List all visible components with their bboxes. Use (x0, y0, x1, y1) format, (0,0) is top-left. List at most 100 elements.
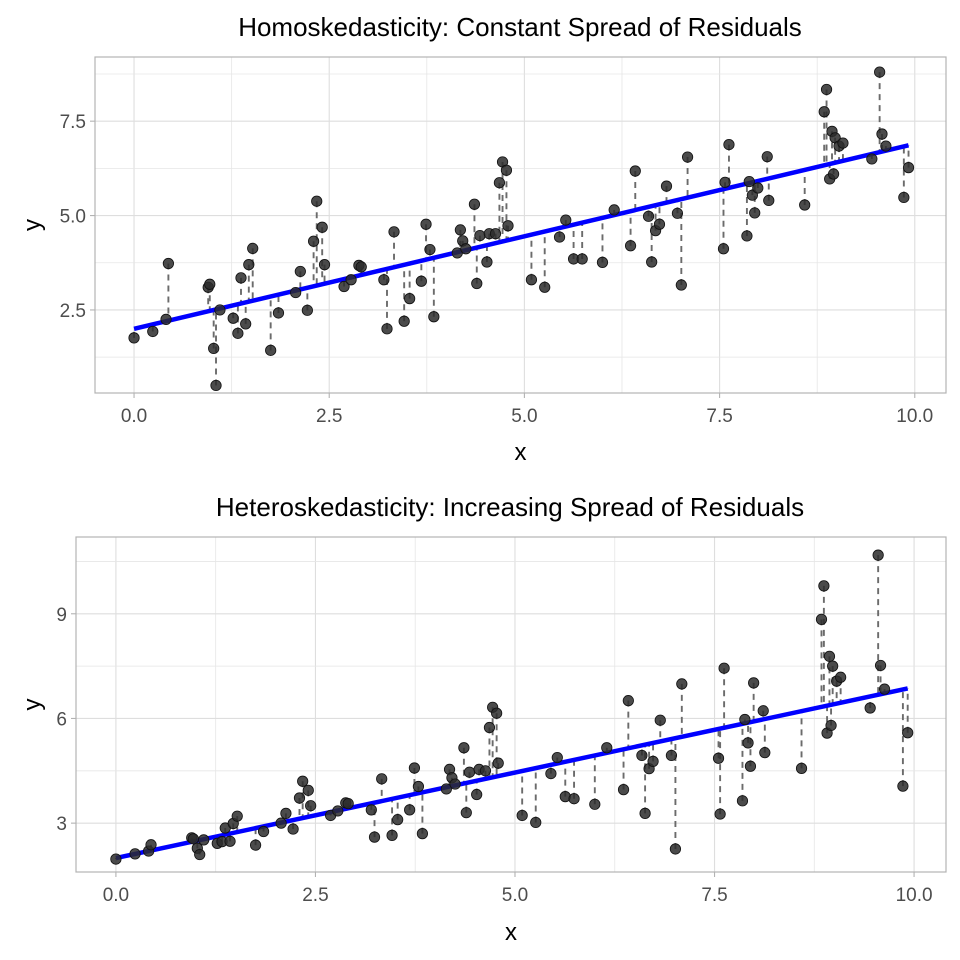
regression-line-group (115, 686, 909, 861)
data-point (795, 762, 808, 774)
data-point (376, 773, 388, 785)
data-point (162, 257, 174, 270)
data-point (818, 580, 830, 592)
data-point (718, 662, 730, 674)
data-point (825, 719, 837, 732)
x-tick-label: 5.0 (502, 885, 528, 906)
data-point (596, 256, 609, 268)
data-point (458, 742, 470, 754)
data-point (525, 274, 538, 286)
x-tick-label: 7.5 (701, 885, 727, 906)
data-point (636, 749, 648, 762)
x-tick-label: 7.5 (706, 406, 732, 427)
data-point (308, 235, 320, 247)
data-point (748, 677, 760, 689)
data-point (827, 168, 840, 180)
data-point (763, 194, 775, 207)
data-point (880, 140, 892, 152)
y-axis-ticks: 3 6 9 (56, 605, 76, 835)
data-point (416, 828, 429, 840)
regression-line (133, 143, 910, 332)
y-tick-label: 6 (56, 709, 67, 730)
data-point (404, 293, 416, 305)
data-point (815, 613, 828, 625)
y-tick-label: 9 (56, 605, 67, 626)
data-point (712, 752, 725, 764)
data-point (752, 182, 764, 194)
data-point (876, 128, 888, 140)
data-point (624, 240, 637, 252)
data-point (898, 191, 910, 204)
data-point (204, 278, 216, 290)
x-tick-label: 2.5 (316, 406, 342, 427)
x-axis-ticks: 0.0 2.5 5.0 7.5 10.0 (121, 393, 933, 427)
data-point (368, 831, 381, 843)
data-point (799, 199, 811, 211)
data-point (294, 265, 306, 278)
data-point (378, 274, 390, 286)
residual-lines (133, 72, 910, 386)
data-point (388, 226, 400, 238)
x-axis-label: x (505, 919, 517, 946)
gridlines (95, 57, 946, 393)
data-point (460, 807, 472, 819)
y-axis-ticks: 2.5 5.0 7.5 (60, 112, 95, 322)
data-point (818, 106, 830, 118)
data-point (601, 742, 613, 754)
data-point (318, 259, 331, 271)
data-point (675, 279, 687, 291)
y-tick-label: 3 (56, 814, 67, 835)
data-point (272, 307, 285, 319)
data-point (386, 829, 398, 841)
data-point (669, 843, 682, 855)
data-point (743, 175, 755, 188)
data-point (714, 808, 726, 820)
data-point (235, 272, 247, 284)
data-point (491, 707, 503, 719)
data-point (827, 660, 839, 672)
data-point (553, 231, 566, 243)
data-point (392, 814, 404, 826)
data-point (290, 286, 302, 299)
data-point (275, 817, 287, 829)
data-point (742, 737, 754, 749)
data-point (424, 243, 436, 256)
data-point (471, 277, 483, 290)
data-point (305, 800, 317, 812)
data-point (823, 650, 836, 662)
data-point (287, 823, 299, 835)
data-point (629, 165, 641, 177)
data-point (280, 807, 292, 819)
data-point (420, 218, 432, 230)
data-point (647, 755, 659, 767)
data-point (471, 788, 483, 801)
x-tick-label: 5.0 (511, 406, 537, 427)
regression-line-group (133, 143, 910, 332)
data-point (639, 807, 651, 819)
data-point (576, 253, 588, 265)
data-point (654, 714, 666, 726)
data-point (717, 243, 730, 255)
data-point (660, 180, 673, 192)
y-tick-label: 5.0 (60, 207, 86, 228)
data-point (398, 315, 410, 327)
data-point (761, 151, 773, 163)
panel-border (75, 536, 947, 873)
data-point (878, 683, 891, 695)
data-point (147, 325, 159, 338)
data-point (736, 795, 749, 807)
data-point (560, 214, 572, 226)
data-point (492, 757, 504, 769)
data-point (440, 783, 452, 795)
data-point (902, 727, 914, 739)
data-point (897, 780, 909, 792)
y-tick-label: 2.5 (60, 301, 86, 322)
x-axis-label: x (515, 439, 527, 466)
data-point (214, 304, 226, 316)
data-point (468, 198, 481, 210)
y-axis-label: y (19, 219, 46, 231)
x-tick-label: 10.0 (896, 406, 933, 427)
panel-title: Heteroskedasticity: Increasing Spread of… (216, 492, 804, 522)
data-point (129, 848, 141, 860)
data-point (530, 816, 542, 829)
